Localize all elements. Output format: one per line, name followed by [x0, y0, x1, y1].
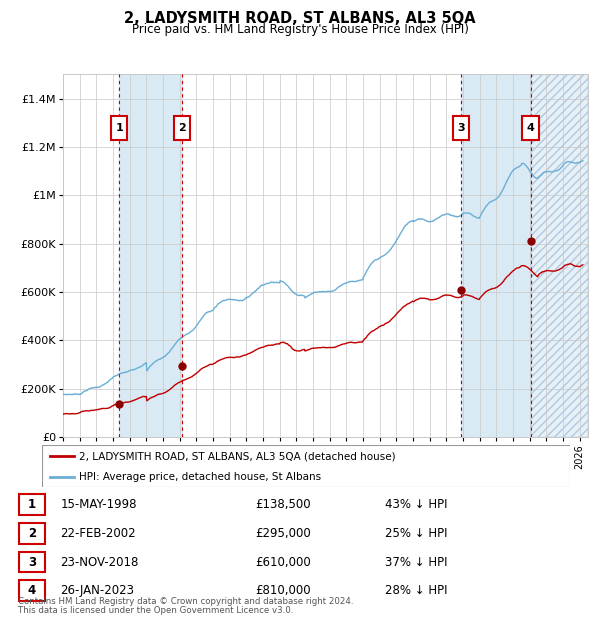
Text: 15-MAY-1998: 15-MAY-1998	[60, 498, 137, 511]
Bar	[453, 115, 469, 140]
Text: 2, LADYSMITH ROAD, ST ALBANS, AL3 5QA: 2, LADYSMITH ROAD, ST ALBANS, AL3 5QA	[124, 11, 476, 26]
Bar	[111, 115, 127, 140]
Text: This data is licensed under the Open Government Licence v3.0.: This data is licensed under the Open Gov…	[18, 606, 293, 615]
Text: 37% ↓ HPI: 37% ↓ HPI	[385, 556, 447, 569]
Text: 1: 1	[28, 498, 36, 511]
Text: Price paid vs. HM Land Registry's House Price Index (HPI): Price paid vs. HM Land Registry's House …	[131, 23, 469, 36]
Text: 22-FEB-2002: 22-FEB-2002	[60, 527, 136, 540]
Text: 28% ↓ HPI: 28% ↓ HPI	[385, 584, 447, 597]
Bar	[19, 552, 44, 572]
Text: £610,000: £610,000	[255, 556, 311, 569]
Bar	[19, 580, 44, 601]
Text: £810,000: £810,000	[255, 584, 311, 597]
Text: 25% ↓ HPI: 25% ↓ HPI	[385, 527, 447, 540]
Text: £295,000: £295,000	[255, 527, 311, 540]
Text: 2: 2	[178, 123, 186, 133]
Text: £138,500: £138,500	[255, 498, 311, 511]
Text: 26-JAN-2023: 26-JAN-2023	[60, 584, 134, 597]
Text: 2, LADYSMITH ROAD, ST ALBANS, AL3 5QA (detached house): 2, LADYSMITH ROAD, ST ALBANS, AL3 5QA (d…	[79, 451, 395, 461]
Bar	[19, 523, 44, 544]
Bar	[173, 115, 190, 140]
Text: 2: 2	[28, 527, 36, 540]
Text: Contains HM Land Registry data © Crown copyright and database right 2024.: Contains HM Land Registry data © Crown c…	[18, 597, 353, 606]
Bar	[19, 494, 44, 515]
Bar	[531, 74, 588, 437]
Bar	[531, 74, 588, 437]
FancyBboxPatch shape	[42, 445, 570, 487]
Text: 3: 3	[457, 123, 465, 133]
Bar	[119, 74, 182, 437]
Text: 4: 4	[28, 584, 36, 597]
Text: 4: 4	[527, 123, 535, 133]
Text: 3: 3	[28, 556, 36, 569]
Bar	[523, 115, 539, 140]
Text: HPI: Average price, detached house, St Albans: HPI: Average price, detached house, St A…	[79, 472, 321, 482]
Text: 1: 1	[115, 123, 123, 133]
Bar	[461, 74, 531, 437]
Text: 43% ↓ HPI: 43% ↓ HPI	[385, 498, 447, 511]
Text: 23-NOV-2018: 23-NOV-2018	[60, 556, 139, 569]
